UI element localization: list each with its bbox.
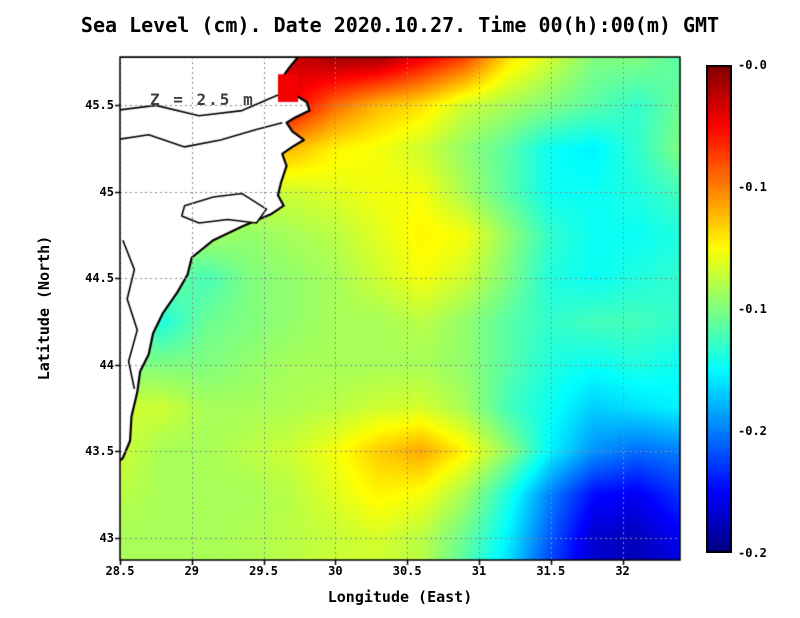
x-tick-label: 28.5 bbox=[105, 564, 135, 578]
y-tick-label: 45 bbox=[99, 184, 114, 199]
depth-annotation: Z = 2.5 m bbox=[150, 90, 255, 109]
x-axis-label: Longitude (East) bbox=[327, 588, 473, 606]
colorbar-tick-label: -0.2 bbox=[738, 546, 767, 560]
y-tick-label: 44.5 bbox=[85, 271, 114, 286]
y-tick-label: 43 bbox=[99, 530, 114, 545]
y-tick-label: 45.5 bbox=[85, 98, 114, 113]
x-tick-label: 30.5 bbox=[392, 564, 422, 578]
x-tick-label: 31 bbox=[471, 564, 487, 578]
x-tick-label: 32 bbox=[615, 564, 630, 578]
x-tick-label: 30 bbox=[328, 564, 343, 578]
x-tick-label: 31.5 bbox=[536, 564, 566, 578]
x-tick-label: 29 bbox=[184, 564, 200, 578]
x-tick-label: 29.5 bbox=[249, 564, 279, 578]
colorbar-tick-label: -0.2 bbox=[738, 424, 767, 438]
chart-title: Sea Level (cm). Date 2020.10.27. Time 00… bbox=[80, 13, 720, 37]
y-tick-label: 44 bbox=[99, 357, 114, 372]
y-tick-label: 43.5 bbox=[85, 444, 114, 459]
colorbar-tick-label: -0.0 bbox=[738, 58, 767, 72]
colorbar-tick-label: -0.1 bbox=[738, 302, 767, 316]
y-axis-label: Latitude (North) bbox=[35, 235, 53, 381]
colorbar-tick-label: -0.1 bbox=[738, 180, 767, 194]
colorbar bbox=[706, 65, 732, 553]
heatmap-plot-area bbox=[112, 49, 688, 568]
